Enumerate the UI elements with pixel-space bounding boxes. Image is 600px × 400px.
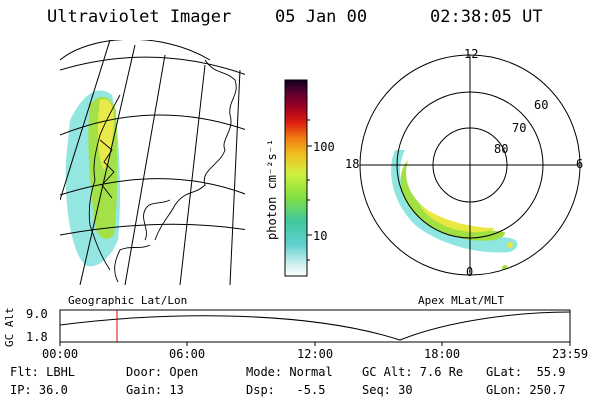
altitude-track xyxy=(59,309,571,346)
time-tick-0000: 00:00 xyxy=(42,347,79,361)
alt-tick-low: 1.8 xyxy=(26,330,48,344)
time-tick-1200: 12:00 xyxy=(297,347,334,361)
colorbar xyxy=(284,79,308,277)
colorbar-tick-10: 10 xyxy=(313,229,328,243)
colorbar-unit-label: photon cm⁻²s⁻¹ xyxy=(265,138,279,240)
time-tick-1800: 18:00 xyxy=(424,347,461,361)
time-tick-0600: 06:00 xyxy=(169,347,206,361)
lat-label-70: 70 xyxy=(512,121,527,135)
mlt-label-12: 12 xyxy=(464,47,479,61)
status-ip: IP: 36.0 xyxy=(10,383,68,397)
observation-date: 05 Jan 00 xyxy=(275,7,368,27)
alt-tick-high: 9.0 xyxy=(26,307,48,321)
aurora-glow-geo xyxy=(65,90,120,267)
mlt-label-6: 6 xyxy=(576,157,584,171)
polar-plot xyxy=(359,54,581,276)
status-mode: Mode: Normal xyxy=(246,365,333,379)
gc-alt-axis-label: GC Alt xyxy=(3,307,16,347)
polar-caption: Apex MLat/MLT xyxy=(418,294,504,307)
status-flt: Flt: LBHL xyxy=(10,365,76,379)
status-gc-alt: GC Alt: 7.6 Re xyxy=(362,365,464,379)
geo-map-caption: Geographic Lat/Lon xyxy=(68,294,187,307)
mlt-label-18: 18 xyxy=(345,157,360,171)
geographic-map xyxy=(60,40,245,285)
lat-label-60: 60 xyxy=(534,98,549,112)
lat-label-80: 80 xyxy=(494,142,509,156)
status-door: Door: Open xyxy=(126,365,199,379)
status-dsp: Dsp: -5.5 xyxy=(246,383,326,397)
status-seq: Seq: 30 xyxy=(362,383,413,397)
status-gain: Gain: 13 xyxy=(126,383,184,397)
aurora-glow-polar xyxy=(391,150,518,271)
observation-time: 02:38:05 UT xyxy=(430,7,543,27)
time-tick-2359: 23:59 xyxy=(552,347,589,361)
status-glon: GLon: 250.7 xyxy=(486,383,566,397)
instrument-title: Ultraviolet Imager xyxy=(47,7,232,27)
status-glat: GLat: 55.9 xyxy=(486,365,566,379)
colorbar-tick-100: 100 xyxy=(313,140,335,154)
altitude-curve xyxy=(59,311,571,341)
mlt-label-0: 0 xyxy=(466,265,474,279)
